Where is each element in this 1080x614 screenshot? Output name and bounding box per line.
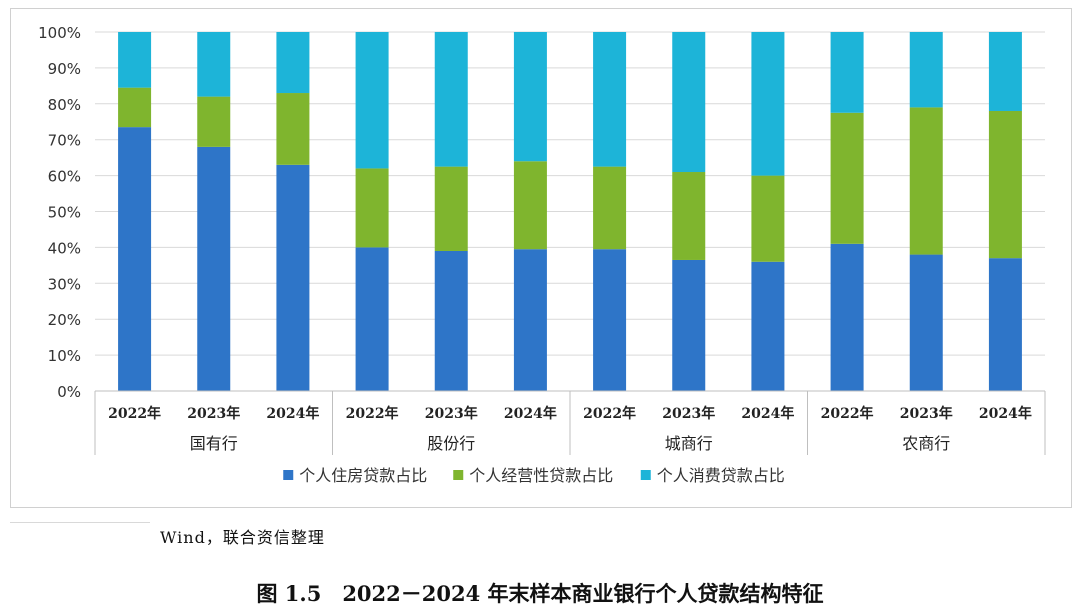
bar-segment-housing: [672, 259, 706, 391]
bar-segment-business: [751, 175, 785, 262]
bar-segment-consumer: [276, 32, 310, 94]
y-tick-label: 0%: [57, 383, 81, 401]
legend-label: 个人经营性贷款占比: [469, 466, 613, 485]
bar-segment-consumer: [909, 32, 943, 108]
stacked-bar-chart: 0% 10% 20% 30% 40% 50% 60% 70% 80% 90% 100% 2022年 20…: [38, 24, 1046, 485]
x-tick-label: 2022年: [108, 405, 161, 422]
bar-segment-consumer: [434, 32, 468, 167]
y-tick-label: 40%: [48, 239, 81, 257]
bar-segment-business: [672, 172, 706, 260]
bar-segment-business: [830, 112, 864, 244]
x-tick-label: 2022年: [583, 405, 636, 422]
bar-segment-business: [434, 166, 468, 251]
bar-segment-housing: [593, 249, 627, 391]
legend-label: 个人消费贷款占比: [657, 466, 785, 485]
bar-segment-housing: [118, 127, 152, 391]
y-tick-label: 80%: [48, 96, 81, 114]
bar-segment-consumer: [197, 32, 231, 97]
bar-segment-business: [355, 168, 389, 248]
bar-segment-housing: [909, 254, 943, 391]
bar-segment-housing: [434, 250, 468, 391]
y-tick-label: 90%: [48, 60, 81, 78]
bar-segment-business: [909, 107, 943, 255]
bar-segment-consumer: [672, 32, 706, 173]
x-tick-label: 2024年: [741, 405, 794, 422]
x-tick-label: 2023年: [425, 405, 478, 422]
bar-segment-consumer: [355, 32, 389, 169]
bar-segment-business: [118, 87, 152, 128]
bar-segment-consumer: [751, 32, 785, 176]
bar-segment-consumer: [593, 32, 627, 167]
y-tick-label: 50%: [48, 204, 81, 222]
bar-segment-business: [513, 161, 547, 250]
y-tick-label: 60%: [48, 168, 81, 186]
x-tick-label: 2024年: [979, 405, 1032, 422]
x-tick-label: 2022年: [821, 405, 874, 422]
y-tick-label: 70%: [48, 132, 81, 150]
group-label: 国有行: [190, 434, 238, 453]
source-divider: [10, 522, 150, 523]
bar-segment-consumer: [118, 32, 152, 88]
bar-segment-housing: [830, 243, 864, 391]
y-tick-label: 100%: [38, 24, 81, 42]
x-tick-label: 2023年: [900, 405, 953, 422]
x-tick-label: 2024年: [504, 405, 557, 422]
y-tick-label: 20%: [48, 311, 81, 329]
bar-segment-housing: [355, 247, 389, 391]
legend-swatch: [283, 470, 294, 480]
group-label: 城商行: [665, 434, 713, 453]
legend-label: 个人住房贷款占比: [299, 466, 427, 485]
group-label: 农商行: [902, 434, 950, 453]
bar-segment-business: [197, 96, 231, 147]
bar-segment-consumer: [988, 32, 1022, 111]
bar-segment-business: [988, 110, 1022, 259]
legend-swatch: [453, 470, 464, 480]
chart-frame: 0% 10% 20% 30% 40% 50% 60% 70% 80% 90% 100% 2022年 20…: [10, 8, 1072, 508]
x-tick-label: 2024年: [266, 405, 319, 422]
y-tick-label: 30%: [48, 275, 81, 293]
bar-segment-business: [593, 166, 627, 250]
bar-segment-consumer: [513, 32, 547, 162]
bar-segment-housing: [513, 249, 547, 391]
source-note: Wind，联合资信整理: [160, 528, 325, 547]
bar-segment-housing: [197, 146, 231, 391]
figure-caption: 图 1.5 2022－2024 年末样本商业银行个人贷款结构特征: [256, 581, 824, 606]
x-tick-label: 2023年: [662, 405, 715, 422]
y-tick-label: 10%: [48, 347, 81, 365]
bar-segment-consumer: [830, 32, 864, 113]
bar-segment-housing: [988, 258, 1022, 391]
x-tick-label: 2022年: [346, 405, 399, 422]
bar-segment-housing: [751, 261, 785, 391]
bar-segment-housing: [276, 164, 310, 391]
legend-swatch: [640, 470, 651, 480]
bar-segment-business: [276, 93, 310, 165]
group-label: 股份行: [427, 434, 475, 453]
x-tick-label: 2023年: [187, 405, 240, 422]
